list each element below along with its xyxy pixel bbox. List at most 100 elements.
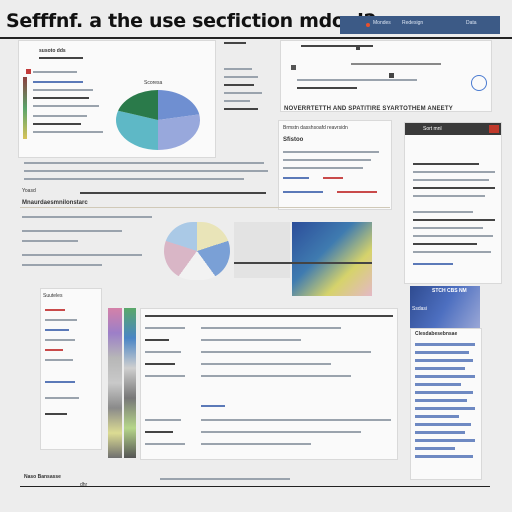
legend-item (45, 319, 77, 321)
flag-icon (26, 69, 31, 74)
progress-track (351, 63, 441, 65)
marker-icon (389, 73, 394, 78)
left-panel-heading: susoto dds (39, 48, 66, 54)
slider-track-red[interactable] (337, 191, 377, 193)
legend-item (45, 349, 63, 351)
text-line (33, 131, 103, 133)
legend-item (45, 339, 75, 341)
color-bar (108, 308, 122, 458)
tag-red[interactable] (323, 177, 343, 179)
text-line (33, 115, 87, 117)
legend-item (45, 381, 75, 383)
text-line (24, 162, 264, 164)
text-line (413, 179, 489, 181)
right-card-title: Clesdabesebnsae (415, 331, 458, 337)
slider-track[interactable] (283, 191, 323, 193)
table-link[interactable] (201, 405, 225, 407)
pie-slice-B (158, 114, 200, 150)
text-line (224, 84, 254, 86)
right-card-label: Ssdasi (412, 306, 428, 312)
bar-item (415, 367, 465, 370)
nav-item-2[interactable]: Redesign (402, 20, 424, 26)
text-line (297, 87, 357, 89)
text-line (413, 211, 473, 213)
bar-item (415, 431, 465, 434)
text-line (22, 254, 142, 256)
text-line (224, 108, 258, 110)
data-table (140, 308, 398, 460)
bar-item (415, 415, 459, 418)
text-line (33, 89, 93, 91)
nav-item-3[interactable]: Data (466, 20, 477, 26)
close-icon[interactable] (356, 46, 360, 50)
legend-panel: Suuteles (40, 288, 102, 450)
table-cell (201, 339, 301, 341)
nav-dot-icon (366, 23, 370, 27)
top-right-panel (280, 40, 492, 112)
text-line (413, 187, 495, 189)
right-card-hero-image: STCH CBS NM Ssdasi (410, 286, 480, 328)
text-line (22, 264, 102, 266)
table-cell (201, 375, 351, 377)
card-subtitle: Brmstn dasshsoafd reavrsidn (283, 125, 348, 131)
pie-slice-C (116, 110, 158, 150)
legend-label: Suuteles (43, 293, 63, 299)
bar-item (415, 391, 473, 394)
text-line (413, 171, 495, 173)
legend-item (45, 397, 79, 399)
section-label-b: Mnaurdaesmnilonstarc (22, 200, 88, 206)
table-cell (145, 431, 173, 433)
right-panel-label: Sort mnl (423, 126, 442, 132)
map-image (164, 222, 230, 280)
table-cell (145, 339, 169, 341)
pie-slice-A (158, 90, 200, 120)
pie-label: Scoresa (144, 80, 163, 86)
text-line (297, 79, 417, 81)
alert-badge-icon (489, 125, 499, 133)
play-icon[interactable] (291, 65, 296, 70)
legend-item (45, 359, 73, 361)
text-line (80, 192, 266, 194)
table-cell (201, 443, 311, 445)
page-title: Sefffnf. a the use secfiction mdoel2 (6, 10, 377, 32)
table-cell (145, 419, 181, 421)
footer-label: Naso Bansasse (24, 474, 61, 480)
title-underline (0, 37, 512, 39)
table-cell (201, 327, 341, 329)
bar-item (415, 439, 475, 442)
table-cell (201, 363, 331, 365)
left-panel-rule (39, 57, 83, 59)
text-line (22, 240, 78, 242)
right-panel-header: Sort mnl (405, 123, 501, 135)
map-overlay-image (292, 222, 372, 296)
nav-item-1[interactable]: Mondes (373, 20, 391, 26)
footer-value: dhr (80, 482, 88, 488)
bar-item (415, 447, 455, 450)
text-line (283, 151, 379, 153)
text-line (33, 71, 77, 73)
tag-blue[interactable] (283, 177, 309, 179)
text-line (224, 42, 246, 44)
bar-item (415, 359, 473, 362)
text-line (33, 123, 81, 125)
section-label-a: Yoasd (22, 188, 36, 194)
text-line (22, 230, 122, 232)
text-line (301, 45, 373, 47)
center-card: Brmstn dasshsoafd reavrsidn Sfistoo (278, 120, 392, 210)
legend-item (45, 329, 69, 331)
text-line (224, 68, 252, 70)
bar-item (415, 343, 475, 346)
text-line (413, 219, 495, 221)
table-cell (145, 363, 175, 365)
text-line (283, 159, 371, 161)
settings-icon[interactable] (471, 75, 487, 91)
text-line (33, 97, 89, 99)
bar-item (415, 375, 475, 378)
text-line (224, 76, 258, 78)
text-line (24, 178, 244, 180)
text-line (33, 105, 99, 107)
text-line (22, 216, 152, 218)
table-cell (145, 327, 185, 329)
link-line[interactable] (413, 263, 453, 265)
text-line (224, 92, 262, 94)
